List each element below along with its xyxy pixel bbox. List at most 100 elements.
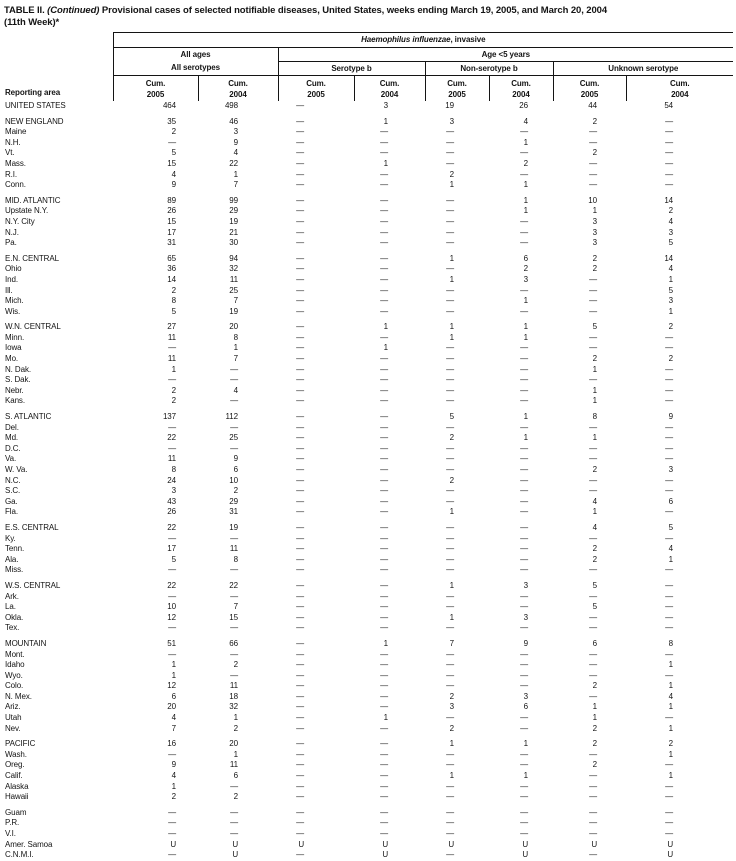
value-cell: — (446, 296, 454, 306)
value-cell: 4 (233, 385, 238, 395)
value-cell: — (380, 364, 388, 374)
reporting-area-cell: La. (5, 602, 16, 612)
value-cell: 17 (167, 544, 176, 554)
value-cell: — (589, 749, 597, 759)
table-row: Maine 2 3 — — — — — — (4, 127, 733, 138)
value-cell: 1 (523, 296, 528, 306)
value-cell: — (520, 354, 528, 364)
value-cell: — (520, 807, 528, 817)
value-cell: 19 (445, 101, 454, 110)
value-cell: 24 (167, 475, 176, 485)
value-cell: — (168, 375, 176, 385)
value-cell: — (296, 116, 304, 126)
value-cell: — (520, 533, 528, 543)
value-cell: 1 (523, 739, 528, 749)
value-cell: — (446, 623, 454, 633)
value-cell: 1 (668, 723, 674, 733)
value-cell: — (446, 496, 454, 506)
value-cell: 498 (224, 101, 238, 110)
value-cell: — (296, 195, 304, 205)
value-cell: 11 (229, 760, 238, 770)
value-cell: — (446, 364, 454, 374)
value-cell: — (296, 591, 304, 601)
table-row: PACIFIC 16 20 — — 1 1 2 2 (4, 739, 733, 750)
value-cell: 5 (171, 148, 176, 158)
value-cell: — (296, 206, 304, 216)
value-cell: 11 (167, 332, 176, 342)
value-cell: 1 (383, 638, 388, 648)
table-row: NEW ENGLAND 35 46 — 1 3 4 2 — (4, 117, 733, 128)
notifiable-diseases-table: Reporting area Haemophilus influenzae, i… (4, 32, 734, 861)
value-cell: — (296, 486, 304, 496)
value-cell: — (520, 169, 528, 179)
value-cell: — (665, 375, 674, 385)
value-cell: 4 (668, 216, 674, 226)
value-cell: 1 (668, 554, 674, 564)
value-cell: 1 (233, 169, 238, 179)
value-cell: — (520, 385, 528, 395)
value-cell: 7 (233, 602, 238, 612)
value-cell: 2 (592, 544, 597, 554)
value-cell: — (446, 227, 454, 237)
value-cell: 2 (592, 264, 597, 274)
value-cell: 6 (233, 465, 238, 474)
value-cell: — (296, 749, 304, 759)
value-cell: — (520, 148, 528, 158)
table-row: UNITED STATES 464 498 — 3 19 26 44 54 (4, 101, 733, 112)
value-cell: 51 (167, 638, 176, 648)
value-cell: 2 (523, 264, 528, 274)
value-cell: — (168, 649, 176, 659)
reporting-area-cell: Del. (5, 422, 19, 432)
col-group-all-ages: All ages (112, 47, 278, 62)
value-cell: — (520, 602, 528, 612)
value-cell: — (380, 829, 388, 838)
value-cell: 1 (523, 771, 528, 781)
value-cell: 1 (668, 306, 674, 316)
value-cell: — (446, 660, 454, 670)
table-row: Iowa — 1 — 1 — — — — (4, 343, 733, 354)
value-cell: — (296, 296, 304, 306)
value-cell: 112 (225, 412, 239, 422)
value-cell: 12 (167, 612, 176, 622)
value-cell: — (446, 565, 454, 575)
value-cell: — (230, 591, 238, 601)
table-row: E.S. CENTRAL 22 19 — — — — 4 5 (4, 523, 733, 534)
value-cell: 1 (449, 322, 454, 332)
value-cell: 1 (383, 116, 388, 126)
value-cell: — (520, 723, 528, 733)
table-row: Guam — — — — — — — — (4, 808, 733, 819)
value-cell: 6 (523, 253, 528, 263)
value-cell: — (296, 850, 304, 860)
value-cell: — (296, 375, 304, 385)
reporting-area-cell: Wash. (5, 749, 27, 759)
value-cell: — (589, 533, 597, 543)
table-header: Reporting area Haemophilus influenzae, i… (4, 32, 734, 102)
value-cell: 16 (167, 739, 176, 749)
value-cell: 8 (171, 296, 176, 306)
table-row: Conn. 9 7 — — 1 1 — — (4, 180, 733, 191)
value-cell: — (665, 127, 674, 137)
value-cell: 1 (592, 507, 597, 517)
value-cell: — (446, 807, 454, 817)
value-cell: — (168, 343, 176, 353)
value-cell: — (520, 507, 528, 517)
value-cell: 6 (592, 638, 597, 648)
value-cell: 6 (171, 691, 176, 701)
value-cell: — (665, 507, 674, 517)
value-cell: U (591, 839, 597, 849)
reporting-area-cell: UNITED STATES (5, 101, 66, 110)
value-cell: — (380, 127, 388, 137)
value-cell: — (446, 670, 454, 680)
value-cell: 1 (449, 739, 454, 749)
value-cell: — (380, 691, 388, 701)
reporting-area-cell: Vt. (5, 148, 15, 158)
value-cell: — (665, 396, 674, 406)
table-row: Md. 22 25 — — 2 1 1 — (4, 433, 733, 444)
value-cell: U (382, 850, 388, 860)
value-cell: 1 (523, 195, 528, 205)
value-cell: 8 (592, 412, 597, 422)
value-cell: — (230, 807, 238, 817)
reporting-area-header: Reporting area (4, 33, 113, 102)
value-cell: — (665, 649, 674, 659)
